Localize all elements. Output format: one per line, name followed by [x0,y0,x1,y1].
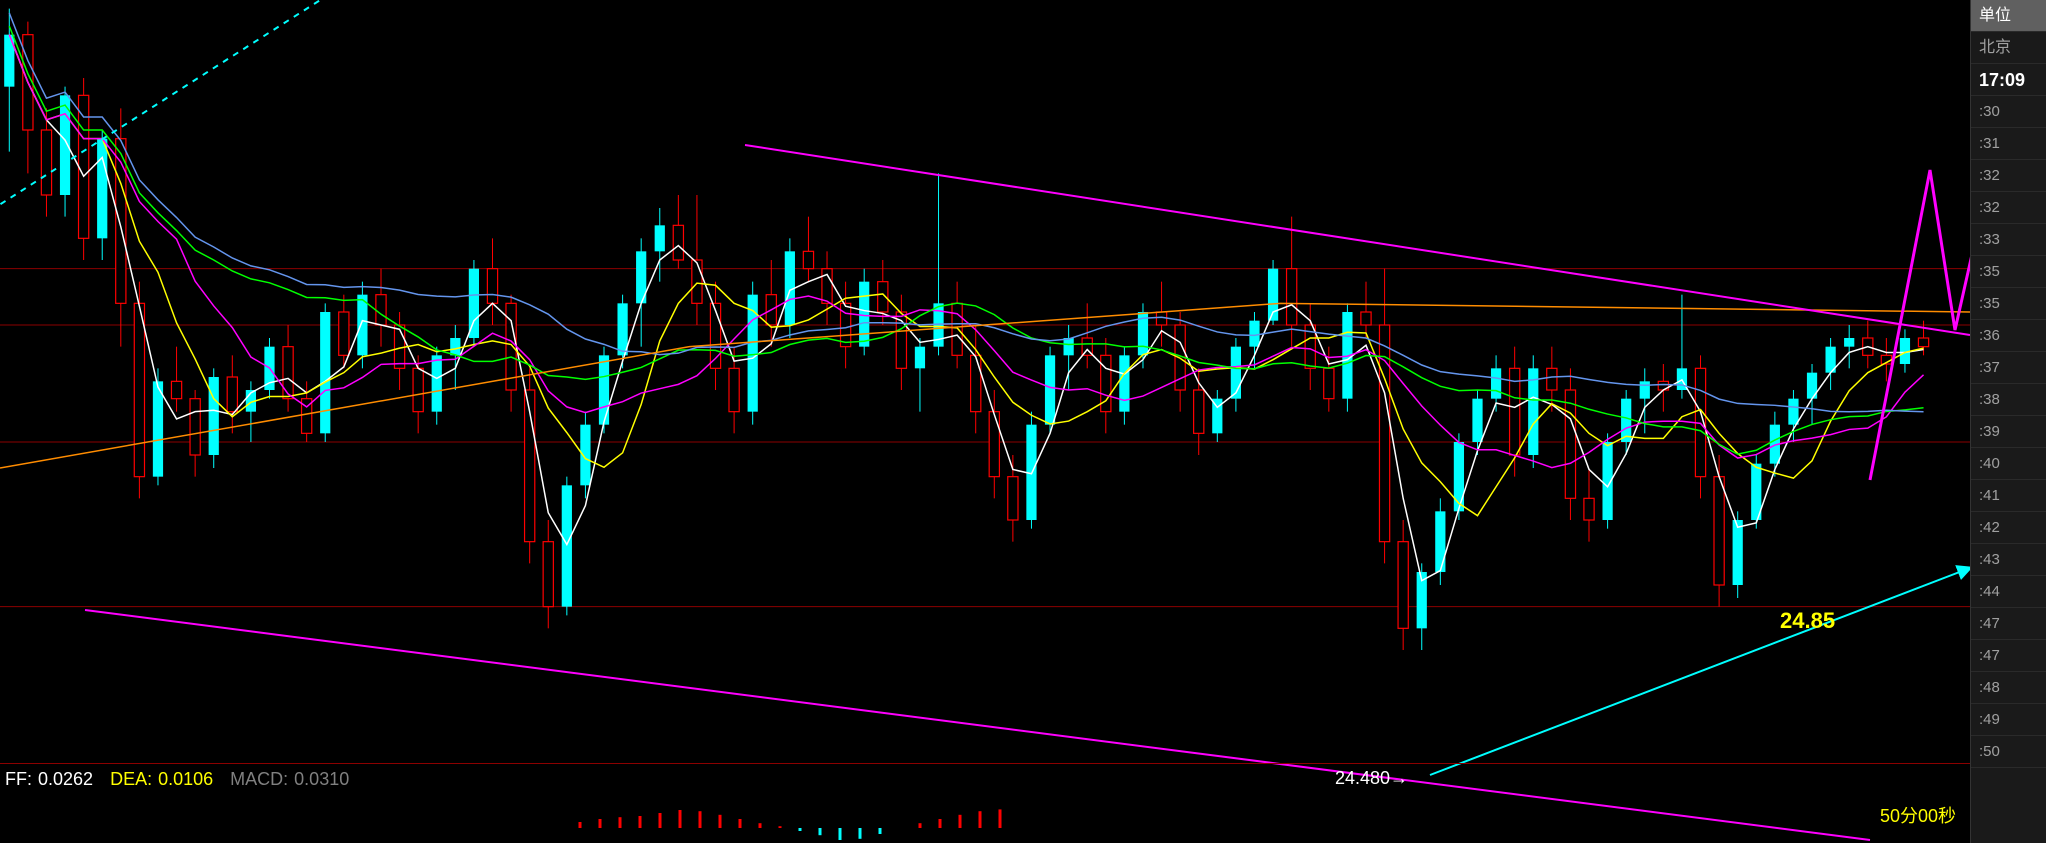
price-tick: :40 [1971,448,2046,480]
countdown-annotation: 50分00秒 [1880,802,1956,828]
city-row: 北京 [1971,32,2046,64]
macd-label: MACD:0.0310 [230,769,355,789]
price-tick: :49 [1971,704,2046,736]
price-tick: :39 [1971,416,2046,448]
low-price-annotation: 24.480→ [1335,768,1408,789]
price-tick: :35 [1971,288,2046,320]
right-price-panel: 单位 北京 17:09 :30:31:32:32:33:35:35:36:37:… [1970,0,2046,843]
price-tick: :35 [1971,256,2046,288]
clock-row: 17:09 [1971,64,2046,96]
price-tick: :44 [1971,576,2046,608]
price-tick: :47 [1971,608,2046,640]
price-tick: :50 [1971,736,2046,768]
chart-svg[interactable] [0,0,2046,843]
diff-label: FF:0.0262 [5,769,99,789]
dea-label: DEA:0.0106 [110,769,219,789]
price-tick: :33 [1971,224,2046,256]
price-tick: :42 [1971,512,2046,544]
price-tick: :36 [1971,320,2046,352]
price-tick: :43 [1971,544,2046,576]
chart-container: 单位 北京 17:09 :30:31:32:32:33:35:35:36:37:… [0,0,2046,843]
target-annotation: 24.85 [1780,608,1835,634]
price-tick: :37 [1971,352,2046,384]
macd-label-bar: FF:0.0262 DEA:0.0106 MACD:0.0310 [0,763,1970,793]
price-tick: :31 [1971,128,2046,160]
price-tick: :48 [1971,672,2046,704]
price-tick: :30 [1971,96,2046,128]
price-tick: :38 [1971,384,2046,416]
price-tick: :41 [1971,480,2046,512]
price-tick: :47 [1971,640,2046,672]
price-tick: :32 [1971,160,2046,192]
price-tick: :32 [1971,192,2046,224]
unit-row: 单位 [1971,0,2046,32]
